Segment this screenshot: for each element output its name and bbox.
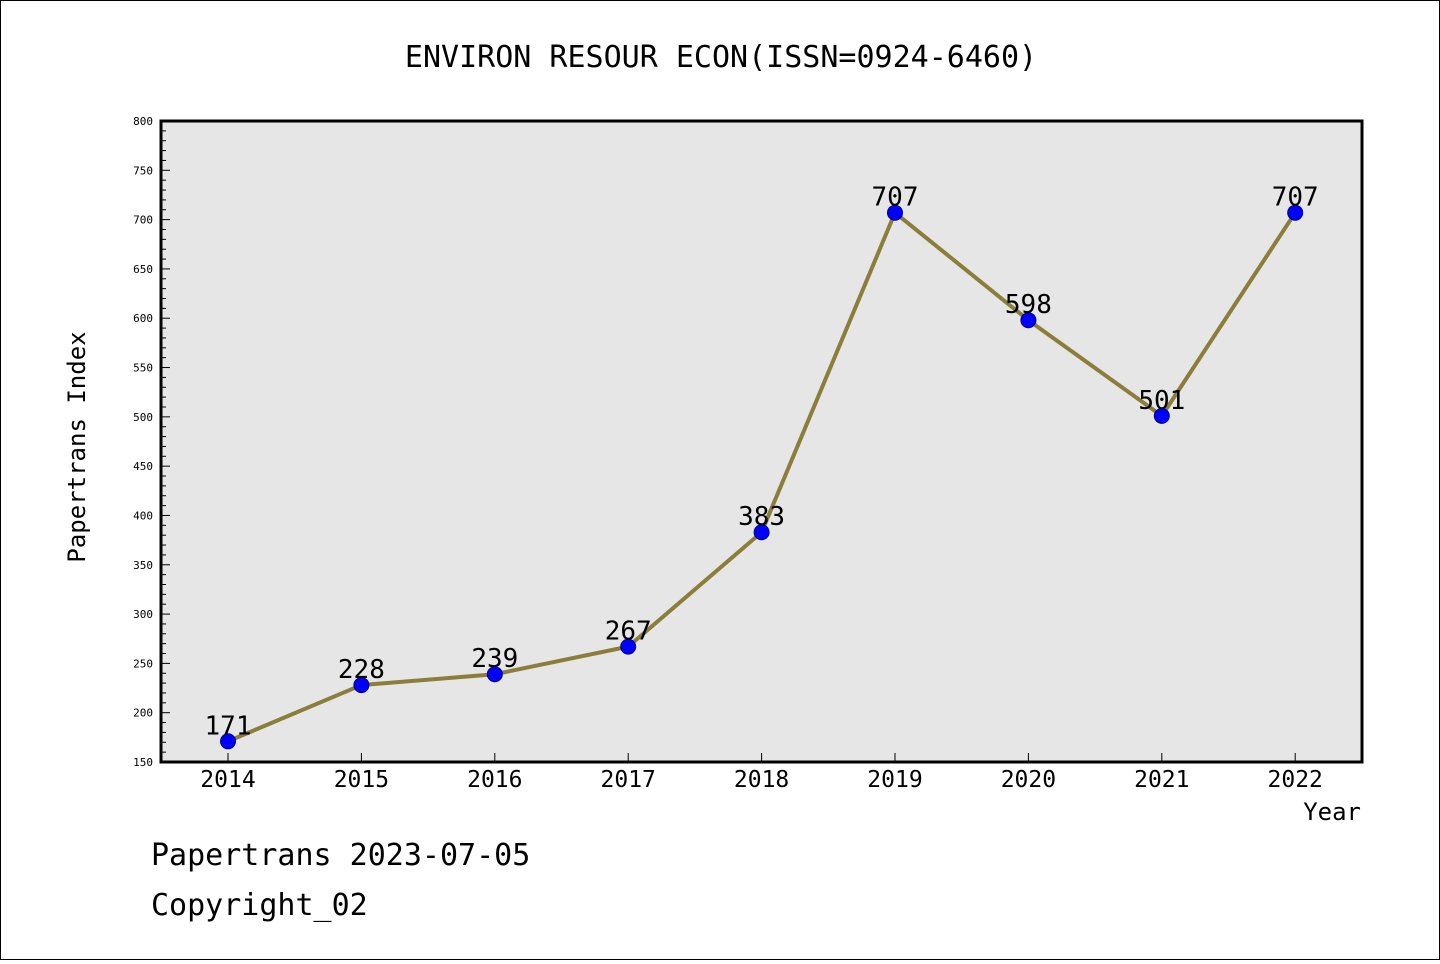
y-tick-label: 700 [133,214,153,227]
chart-title: ENVIRON RESOUR ECON(ISSN=0924-6460) [405,40,1037,75]
y-tick-label: 650 [133,263,153,276]
x-tick-label: 2015 [334,767,389,793]
x-tick-label: 2017 [601,767,656,793]
y-tick-label: 350 [133,559,153,572]
y-tick-label: 250 [133,657,153,670]
x-tick-label: 2020 [1001,767,1056,793]
x-axis-label: Year [1303,798,1361,826]
y-axis-label: Papertrans Index [63,331,91,562]
data-labels-group: 171 228 239 267 383 707 598 501 707 [205,183,1319,742]
y-axis: 150 200 250 300 350 400 450 500 550 600 650 700 750 8… [133,115,170,769]
y-tick-label: 500 [133,411,153,424]
y-tick-label: 600 [133,312,153,325]
data-point [1153,407,1170,424]
data-label: 239 [471,644,518,674]
data-point [353,677,370,694]
x-tick-label: 2018 [734,767,789,793]
y-tick-label: 550 [133,362,153,375]
x-tick-label: 2021 [1134,767,1189,793]
y-tick-label: 300 [133,608,153,621]
x-tick-label: 2016 [467,767,522,793]
data-label: 171 [205,711,252,741]
x-axis: 2014 2015 2016 2017 2018 2019 2020 2021 2022 [200,753,1323,793]
data-point [753,524,770,541]
data-label: 501 [1138,386,1185,416]
data-label: 598 [1005,290,1052,320]
data-label: 267 [605,617,652,647]
y-tick-label: 150 [133,756,153,769]
x-tick-label: 2019 [867,767,922,793]
x-tick-label: 2022 [1268,767,1323,793]
y-tick-label: 800 [133,115,153,128]
footer-date: Papertrans 2023-07-05 [151,838,530,873]
data-label: 707 [1272,183,1319,213]
data-label: 383 [738,502,785,532]
data-point [887,204,903,221]
y-tick-label: 400 [133,509,153,522]
data-label: 707 [872,183,919,213]
y-tick-label: 200 [133,707,153,720]
data-point [620,638,637,655]
data-label: 228 [338,655,385,685]
y-tick-label: 750 [133,164,153,177]
data-point [1287,204,1304,221]
y-tick-label: 450 [133,460,153,473]
data-point [220,733,236,750]
series-line-group [220,204,1304,750]
footer-copyright: Copyright_02 [151,888,368,923]
data-point [486,666,503,683]
x-tick-label: 2014 [200,767,255,793]
data-point [1020,312,1037,329]
plot-area [159,119,1364,764]
